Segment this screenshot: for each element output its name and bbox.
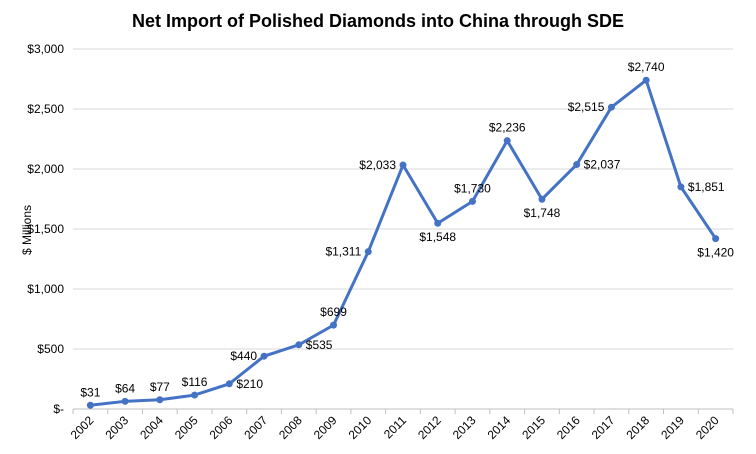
y-tick-label: $-: [53, 402, 64, 416]
data-label: $1,730: [454, 181, 491, 195]
data-label: $31: [80, 385, 100, 399]
y-tick-label: $500: [37, 342, 64, 356]
data-labels: $31 $64 $77 $116 $210 $440 $535 $699 $1,311 $2,03…: [80, 60, 734, 399]
data-point: [573, 161, 581, 169]
data-point: [156, 396, 164, 404]
x-tick-label: 2009: [311, 413, 340, 442]
data-point: [399, 161, 407, 169]
x-tick-label: 2017: [589, 413, 618, 442]
x-axis: 2002 2003 2004 2005 2006 2007 2008 2009 2010 2011…: [68, 408, 734, 442]
data-label: $116: [182, 375, 208, 389]
gridlines: [73, 48, 733, 350]
x-tick-label: 2010: [346, 413, 375, 442]
y-axis: $- $500 $1,000 $1,500 $2,000 $2,500 $3,000: [27, 42, 64, 416]
data-point: [260, 352, 268, 360]
data-point: [121, 397, 129, 405]
x-tick-label: 2005: [172, 413, 201, 442]
data-point: [677, 183, 685, 191]
x-tick-label: 2013: [450, 413, 479, 442]
y-axis-title: $ Millions: [20, 205, 34, 255]
data-point: [295, 341, 303, 349]
x-tick-label: 2006: [207, 413, 236, 442]
x-tick-label: 2012: [415, 413, 444, 442]
x-tick-label: 2011: [381, 413, 409, 441]
data-label: $1,851: [688, 180, 725, 194]
data-label: $1,548: [419, 230, 456, 244]
x-tick-label: 2008: [276, 413, 305, 442]
data-label: $64: [115, 381, 135, 395]
data-label: $1,420: [697, 246, 734, 260]
x-tick-label: 2015: [519, 413, 548, 442]
data-point: [538, 195, 546, 203]
data-label: $2,033: [359, 158, 396, 172]
data-point: [86, 401, 94, 409]
x-tick-label: 2007: [241, 413, 270, 442]
chart-title: Net Import of Polished Diamonds into Chi…: [132, 11, 624, 31]
data-point: [330, 321, 338, 329]
data-point: [712, 235, 720, 243]
x-tick-label: 2016: [554, 413, 583, 442]
y-tick-label: $1,500: [27, 222, 64, 236]
x-tick-label: 2018: [623, 413, 652, 442]
series-layer: [88, 78, 718, 407]
data-label: $699: [320, 305, 347, 319]
data-points: [86, 76, 720, 409]
x-tick-label: 2019: [658, 413, 687, 442]
x-tick-label: 2020: [693, 413, 722, 442]
data-point: [191, 391, 199, 399]
data-point: [607, 103, 615, 111]
data-point: [503, 137, 511, 145]
x-tick-label: 2014: [485, 413, 514, 442]
data-label: $2,740: [628, 60, 665, 74]
data-point: [225, 380, 233, 388]
data-point: [434, 219, 442, 227]
data-label: $2,037: [584, 158, 621, 172]
series-line: [88, 78, 718, 407]
data-label: $77: [150, 380, 170, 394]
y-tick-label: $1,000: [27, 282, 64, 296]
data-point: [364, 248, 372, 256]
x-tick-label: 2002: [68, 413, 97, 442]
data-label: $2,236: [489, 121, 526, 135]
data-point: [642, 76, 650, 84]
data-point: [468, 197, 476, 205]
data-label: $2,515: [568, 100, 605, 114]
data-label: $535: [306, 338, 333, 352]
data-label: $440: [230, 349, 257, 363]
data-label: $210: [236, 377, 263, 391]
x-tick-label: 2004: [137, 413, 166, 442]
data-label: $1,748: [524, 206, 561, 220]
x-tick-label: 2003: [102, 413, 131, 442]
y-tick-label: $2,500: [27, 102, 64, 116]
y-tick-label: $3,000: [27, 42, 64, 56]
y-tick-label: $2,000: [27, 162, 64, 176]
data-label: $1,311: [325, 245, 361, 259]
